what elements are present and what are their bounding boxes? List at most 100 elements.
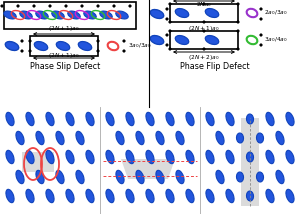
Ellipse shape bbox=[216, 170, 224, 184]
Circle shape bbox=[237, 3, 239, 5]
Ellipse shape bbox=[136, 131, 144, 145]
Circle shape bbox=[97, 50, 99, 52]
Ellipse shape bbox=[156, 131, 164, 145]
Circle shape bbox=[203, 3, 205, 5]
Ellipse shape bbox=[175, 36, 189, 45]
Bar bbox=[22, 152, 54, 172]
Circle shape bbox=[17, 5, 19, 7]
Ellipse shape bbox=[206, 112, 214, 126]
Ellipse shape bbox=[176, 131, 184, 145]
Ellipse shape bbox=[186, 189, 194, 203]
Ellipse shape bbox=[166, 150, 174, 164]
Ellipse shape bbox=[6, 189, 14, 203]
Ellipse shape bbox=[286, 189, 294, 203]
Circle shape bbox=[203, 21, 205, 23]
Bar bbox=[170, 31, 238, 49]
Ellipse shape bbox=[76, 131, 84, 145]
Circle shape bbox=[81, 5, 83, 7]
Text: $3a_0/4a_0$: $3a_0/4a_0$ bbox=[264, 36, 288, 44]
Circle shape bbox=[166, 44, 168, 46]
Ellipse shape bbox=[276, 170, 284, 184]
Circle shape bbox=[123, 50, 125, 52]
Ellipse shape bbox=[106, 150, 114, 164]
Circle shape bbox=[260, 44, 262, 46]
Ellipse shape bbox=[236, 133, 244, 143]
Circle shape bbox=[129, 5, 131, 7]
Ellipse shape bbox=[4, 11, 16, 19]
Ellipse shape bbox=[52, 11, 64, 19]
Ellipse shape bbox=[175, 9, 189, 18]
Ellipse shape bbox=[276, 131, 284, 145]
Ellipse shape bbox=[186, 150, 194, 164]
Text: $2a_0/3a_0$: $2a_0/3a_0$ bbox=[264, 9, 288, 17]
Ellipse shape bbox=[286, 150, 294, 164]
Ellipse shape bbox=[156, 170, 164, 184]
Polygon shape bbox=[121, 159, 175, 179]
Ellipse shape bbox=[46, 112, 54, 126]
Circle shape bbox=[97, 5, 99, 7]
Circle shape bbox=[169, 21, 171, 23]
Ellipse shape bbox=[266, 112, 274, 126]
Circle shape bbox=[260, 18, 262, 20]
Ellipse shape bbox=[6, 112, 14, 126]
Ellipse shape bbox=[86, 150, 94, 164]
Ellipse shape bbox=[266, 150, 274, 164]
Ellipse shape bbox=[26, 150, 34, 164]
Circle shape bbox=[169, 30, 171, 32]
Circle shape bbox=[166, 18, 168, 20]
Ellipse shape bbox=[266, 189, 274, 203]
Ellipse shape bbox=[68, 11, 80, 19]
Ellipse shape bbox=[126, 150, 134, 164]
Ellipse shape bbox=[6, 150, 14, 164]
Circle shape bbox=[237, 21, 239, 23]
Ellipse shape bbox=[66, 150, 74, 164]
Ellipse shape bbox=[46, 189, 54, 203]
Ellipse shape bbox=[78, 42, 92, 51]
Ellipse shape bbox=[26, 189, 34, 203]
Circle shape bbox=[260, 34, 262, 36]
Ellipse shape bbox=[66, 112, 74, 126]
Circle shape bbox=[123, 40, 125, 42]
Circle shape bbox=[169, 3, 171, 5]
Ellipse shape bbox=[100, 11, 112, 19]
Ellipse shape bbox=[205, 9, 219, 18]
Ellipse shape bbox=[116, 11, 128, 19]
Ellipse shape bbox=[36, 170, 44, 184]
Ellipse shape bbox=[166, 112, 174, 126]
Ellipse shape bbox=[146, 150, 154, 164]
Ellipse shape bbox=[36, 11, 48, 19]
Text: $(2N+1)a_0$: $(2N+1)a_0$ bbox=[48, 51, 80, 59]
Ellipse shape bbox=[247, 152, 254, 162]
Ellipse shape bbox=[116, 170, 124, 184]
Text: $2Na_0$: $2Na_0$ bbox=[196, 0, 212, 9]
Ellipse shape bbox=[56, 42, 70, 51]
Ellipse shape bbox=[116, 131, 124, 145]
Ellipse shape bbox=[106, 112, 114, 126]
Ellipse shape bbox=[34, 42, 48, 51]
Ellipse shape bbox=[16, 170, 24, 184]
Circle shape bbox=[29, 50, 31, 52]
Circle shape bbox=[1, 5, 3, 7]
Ellipse shape bbox=[86, 112, 94, 126]
Ellipse shape bbox=[206, 189, 214, 203]
Ellipse shape bbox=[126, 112, 134, 126]
Ellipse shape bbox=[76, 170, 84, 184]
Circle shape bbox=[113, 5, 115, 7]
Circle shape bbox=[97, 40, 99, 42]
Circle shape bbox=[49, 5, 51, 7]
Text: $(2N+1)a_0$: $(2N+1)a_0$ bbox=[188, 24, 220, 33]
Ellipse shape bbox=[236, 172, 244, 182]
Circle shape bbox=[21, 50, 23, 52]
Ellipse shape bbox=[205, 36, 219, 45]
Circle shape bbox=[169, 48, 171, 50]
Text: $(2N+1)a_0$: $(2N+1)a_0$ bbox=[48, 24, 80, 33]
Ellipse shape bbox=[256, 133, 263, 143]
Ellipse shape bbox=[166, 189, 174, 203]
Ellipse shape bbox=[136, 170, 144, 184]
Text: $3a_0/3a_0$: $3a_0/3a_0$ bbox=[128, 42, 152, 51]
Bar bbox=[30, 36, 98, 56]
Ellipse shape bbox=[286, 112, 294, 126]
Circle shape bbox=[166, 8, 168, 10]
Ellipse shape bbox=[20, 11, 32, 19]
Circle shape bbox=[65, 5, 67, 7]
